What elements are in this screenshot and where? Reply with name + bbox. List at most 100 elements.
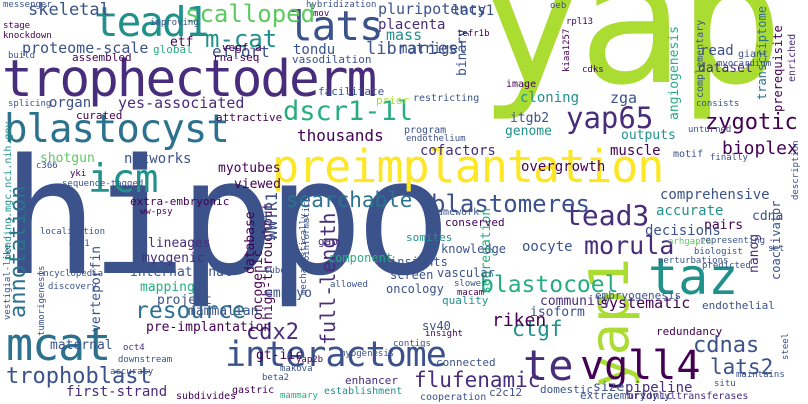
- word-tead1: tead1: [94, 0, 209, 46]
- word-gap: gap: [318, 235, 338, 248]
- word-vascular: vascular: [437, 266, 495, 280]
- word-insights: insights: [390, 255, 448, 269]
- word-cdx2: cdx2: [246, 320, 299, 345]
- word-myotubes: myotubes: [218, 161, 281, 176]
- word-myogenesis: myogenesis: [340, 349, 395, 359]
- word-component: component: [328, 251, 394, 265]
- word-outputs: outputs: [621, 128, 676, 143]
- word-subdivides: subdivides: [176, 391, 237, 402]
- word-knockdown: knockdown: [3, 31, 52, 41]
- word-domestic: domestic: [540, 383, 593, 396]
- word-endothelial: endothelial: [702, 299, 775, 312]
- word-viewed: viewed: [234, 177, 281, 192]
- word-makova: makova: [280, 364, 313, 374]
- word-facilitate: facilitate: [318, 85, 385, 98]
- word-tumorigenesis: tumorigenesis: [37, 265, 47, 336]
- word-representing: representing: [700, 236, 766, 246]
- word-giant: giant: [738, 49, 769, 60]
- word-accurate: accurate: [656, 203, 724, 219]
- word-c2c12: c2c12: [489, 386, 523, 399]
- word-enhancer: enhancer: [345, 374, 398, 387]
- word-tead3: tead3: [565, 199, 650, 232]
- word-uridylyltransferases: uridylyltransferases: [628, 391, 749, 402]
- word-pre-implantation: pre-implantation: [146, 320, 272, 335]
- word-dataset: dataset: [698, 61, 753, 76]
- word-tefr1b: tefr1b: [457, 29, 490, 39]
- word-zygotic: zygotic: [705, 110, 798, 135]
- word-biologist: biologist: [694, 247, 743, 257]
- word-proteome-scale: proteome-scale: [22, 39, 149, 57]
- word-cofactors: cofactors: [420, 143, 496, 159]
- word-shotgun: shotgun: [40, 151, 95, 166]
- word-extraembryonic: extraembryonic: [580, 389, 673, 402]
- word-complementary: complementary: [695, 19, 706, 98]
- word-mammalian: mammalian: [188, 304, 259, 319]
- word-yes-associated: yes-associated: [118, 94, 245, 112]
- word-itgb2: itgb2: [510, 111, 550, 126]
- word-flufenamic: flufenamic: [414, 368, 541, 392]
- word-pairs: pairs: [704, 218, 744, 233]
- word-sequence-tagged: sequence-tagged: [62, 179, 144, 189]
- word-set: set: [768, 244, 785, 254]
- word-sv40: sv40: [422, 319, 451, 333]
- word-searchable: searchable: [286, 188, 413, 212]
- word-vegf-a: vegf-a: [222, 41, 262, 54]
- word-trophoblast: trophoblast: [6, 364, 152, 389]
- word-lineages: lineages: [148, 236, 211, 251]
- word-pluripotency: pluripotency: [378, 0, 487, 18]
- word-cdks: cdks: [582, 65, 604, 75]
- word-consists: consists: [696, 99, 740, 109]
- word-bioinformatics: bioinformatics: [302, 196, 312, 272]
- word-global: global: [153, 43, 193, 56]
- word-image: image: [506, 79, 537, 90]
- word-libraries: libraries: [366, 39, 459, 59]
- word-interactome: interactome: [225, 335, 447, 375]
- word-zga: zga: [610, 89, 638, 107]
- word-thousands: thousands: [297, 126, 384, 145]
- word-beta2: beta2: [262, 373, 290, 383]
- word-knowledge: knowledge: [441, 242, 507, 256]
- word-placenta: placenta: [378, 17, 446, 33]
- word-genome: genome: [505, 124, 552, 139]
- word-organ: organ: [49, 95, 92, 111]
- word-myogenic: myogenic: [142, 251, 205, 266]
- word-decisions: decisions: [645, 223, 721, 239]
- word-embryogenesis: embryogenesis: [595, 289, 682, 302]
- word-cdnas: cdnas: [693, 333, 760, 358]
- word-mass: mass: [386, 26, 423, 44]
- word-icm: icm: [88, 157, 159, 202]
- word-mapping: mapping: [140, 280, 195, 295]
- word-somites: somites: [406, 231, 453, 244]
- word-vasodilation: vasodilation: [292, 53, 372, 66]
- word-splicing: splicing: [8, 99, 52, 109]
- word-oocyte: oocyte: [522, 239, 573, 255]
- word-kiaa1257: kiaa1257: [562, 28, 572, 72]
- word-rna-seq: rna-seq: [213, 51, 260, 64]
- word-framework: framework: [425, 207, 480, 218]
- word-situ: situ: [714, 379, 736, 389]
- word-predicted: predicted: [702, 261, 751, 271]
- word-extra-embryonic: extra-embryonic: [130, 195, 230, 208]
- word-contigs: contigs: [393, 339, 431, 349]
- word-wwtr1: WWTR1: [262, 191, 281, 240]
- word-attractive: attractive: [216, 111, 283, 124]
- word-project: project: [157, 293, 212, 308]
- word-scalloped: scalloped: [185, 0, 316, 28]
- word-m-cat: m-cat: [205, 25, 278, 53]
- word-connected: connected: [436, 356, 496, 369]
- word-lats2: lats2: [710, 355, 774, 379]
- word-trophectoderm: trophectoderm: [2, 50, 377, 109]
- word-perturbations: perturbations: [658, 256, 729, 266]
- word-skeletal: skeletal: [28, 0, 110, 20]
- word-comprehensive: comprehensive: [660, 187, 770, 203]
- word-yki: yki: [70, 169, 87, 179]
- word-oct4: oct4: [123, 343, 145, 353]
- word-restricting: restricting: [413, 93, 480, 104]
- word-description: description: [791, 140, 801, 200]
- word-mcat: mcat: [6, 318, 111, 371]
- word-rpl13: rpl13: [566, 17, 594, 27]
- word-build: build: [8, 51, 36, 61]
- word-blastocoel: blastocoel: [480, 272, 619, 298]
- word-establishment: establishment: [324, 386, 403, 397]
